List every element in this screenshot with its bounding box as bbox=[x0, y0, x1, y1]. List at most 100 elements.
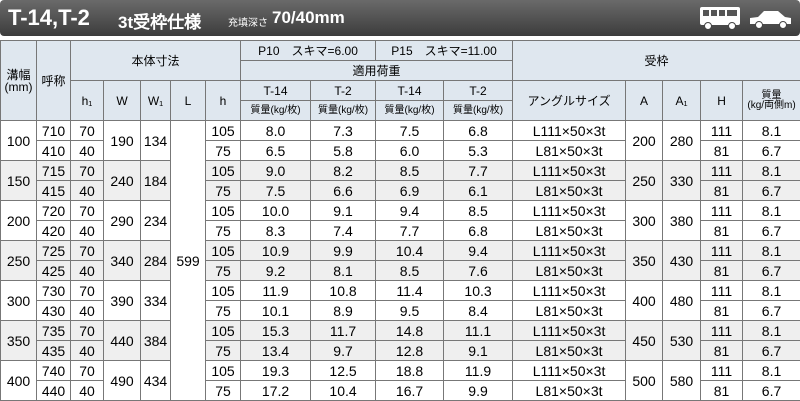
frame-h: 81 bbox=[701, 221, 743, 241]
name: 740 bbox=[37, 361, 71, 381]
load: 9.1 bbox=[311, 201, 376, 221]
load: 9.4 bbox=[376, 201, 444, 221]
load-text: 10.3 bbox=[464, 283, 491, 299]
load: 10.9 bbox=[241, 241, 311, 261]
h: 75 bbox=[206, 181, 241, 201]
load-text: 5.8 bbox=[333, 143, 352, 159]
frame-h-text: 81 bbox=[714, 143, 730, 159]
h-text: 75 bbox=[215, 183, 231, 199]
load: 11.1 bbox=[444, 321, 513, 341]
angle-size-text: L81×50×3t bbox=[536, 383, 603, 399]
header-cell-text: 呼称 bbox=[41, 74, 65, 88]
header-cell: A₁ bbox=[663, 81, 701, 121]
load: 11.9 bbox=[241, 281, 311, 301]
load: 6.8 bbox=[444, 121, 513, 141]
frame-mass-text: 6.7 bbox=[762, 223, 781, 239]
h-text: 75 bbox=[215, 383, 231, 399]
frame-h-text: 81 bbox=[714, 383, 730, 399]
h1-text: 70 bbox=[79, 243, 95, 259]
load: 10.4 bbox=[311, 381, 376, 401]
load-text: 11.1 bbox=[465, 323, 491, 339]
h1: 70 bbox=[71, 241, 104, 261]
header-cell-text: T-14 bbox=[264, 84, 288, 98]
name: 440 bbox=[37, 381, 71, 401]
h1-text: 70 bbox=[79, 163, 95, 179]
name: 425 bbox=[37, 261, 71, 281]
load: 9.9 bbox=[311, 241, 376, 261]
load: 16.7 bbox=[376, 381, 444, 401]
frame-h: 111 bbox=[701, 361, 743, 381]
load: 10.1 bbox=[241, 301, 311, 321]
h1: 70 bbox=[71, 201, 104, 221]
load: 6.9 bbox=[376, 181, 444, 201]
frame-mass-text: 6.7 bbox=[762, 383, 781, 399]
header-cell: W₁ bbox=[141, 81, 171, 121]
h1-text: 40 bbox=[79, 263, 95, 279]
w1: 284 bbox=[141, 241, 171, 281]
h-text: 75 bbox=[215, 303, 231, 319]
load: 5.3 bbox=[444, 141, 513, 161]
name: 420 bbox=[37, 221, 71, 241]
header-cell: T-2 bbox=[311, 81, 376, 101]
a1-text: 430 bbox=[670, 253, 693, 269]
frame-mass-text: 8.1 bbox=[762, 323, 781, 339]
frame-mass: 8.1 bbox=[743, 361, 800, 381]
name-text: 730 bbox=[42, 283, 65, 299]
a: 450 bbox=[626, 321, 663, 361]
groove-width: 200 bbox=[1, 201, 37, 241]
frame-mass: 8.1 bbox=[743, 281, 800, 301]
a1: 530 bbox=[663, 321, 701, 361]
header-cell-text: 質量(kg/枚) bbox=[318, 105, 368, 116]
h-text: 105 bbox=[211, 363, 234, 379]
frame-mass-text: 6.7 bbox=[762, 343, 781, 359]
load-text: 6.5 bbox=[266, 143, 285, 159]
groove-width: 100 bbox=[1, 121, 37, 161]
header-cell-text: 質量(kg/枚) bbox=[385, 105, 435, 116]
load-text: 6.1 bbox=[468, 183, 487, 199]
header-cell-text: (kg/両側m) bbox=[747, 100, 795, 111]
frame-h: 111 bbox=[701, 321, 743, 341]
load: 10.8 bbox=[311, 281, 376, 301]
load: 19.3 bbox=[241, 361, 311, 381]
w-text: 190 bbox=[110, 133, 133, 149]
h1-text: 70 bbox=[79, 203, 95, 219]
a1: 480 bbox=[663, 281, 701, 321]
name-text: 740 bbox=[42, 363, 65, 379]
frame-mass: 6.7 bbox=[743, 341, 800, 361]
load: 10.3 bbox=[444, 281, 513, 301]
angle-size-text: L81×50×3t bbox=[536, 183, 603, 199]
frame-mass: 6.7 bbox=[743, 301, 800, 321]
header-cell-text: A bbox=[640, 94, 648, 108]
h: 105 bbox=[206, 161, 241, 181]
angle-size-text: L111×50×3t bbox=[533, 363, 606, 379]
load: 8.3 bbox=[241, 221, 311, 241]
load-text: 8.5 bbox=[400, 263, 419, 279]
load-text: 6.6 bbox=[333, 183, 352, 199]
name-text: 440 bbox=[42, 383, 65, 399]
header-cell: P15 スキマ=11.00 bbox=[376, 41, 513, 61]
w1-text: 234 bbox=[144, 213, 167, 229]
angle-size: L111×50×3t bbox=[513, 361, 626, 381]
header-cell: 呼称 bbox=[37, 41, 71, 121]
h1-text: 70 bbox=[79, 283, 95, 299]
frame-h: 81 bbox=[701, 301, 743, 321]
w: 490 bbox=[104, 361, 141, 401]
load-text: 9.2 bbox=[266, 263, 285, 279]
h1: 70 bbox=[71, 121, 104, 141]
h1: 40 bbox=[71, 141, 104, 161]
h1-text: 70 bbox=[79, 363, 95, 379]
h-text: 105 bbox=[211, 323, 234, 339]
h-text: 75 bbox=[215, 143, 231, 159]
load-text: 9.9 bbox=[468, 383, 487, 399]
header-cell: T-14 bbox=[376, 81, 444, 101]
load: 6.0 bbox=[376, 141, 444, 161]
groove-width-text: 300 bbox=[7, 293, 30, 309]
load-text: 7.6 bbox=[468, 263, 487, 279]
depth-label: 充填深さ bbox=[228, 14, 268, 29]
groove-width-text: 350 bbox=[7, 333, 30, 349]
h1-text: 40 bbox=[79, 303, 95, 319]
load: 7.7 bbox=[376, 221, 444, 241]
load-text: 12.5 bbox=[329, 363, 356, 379]
